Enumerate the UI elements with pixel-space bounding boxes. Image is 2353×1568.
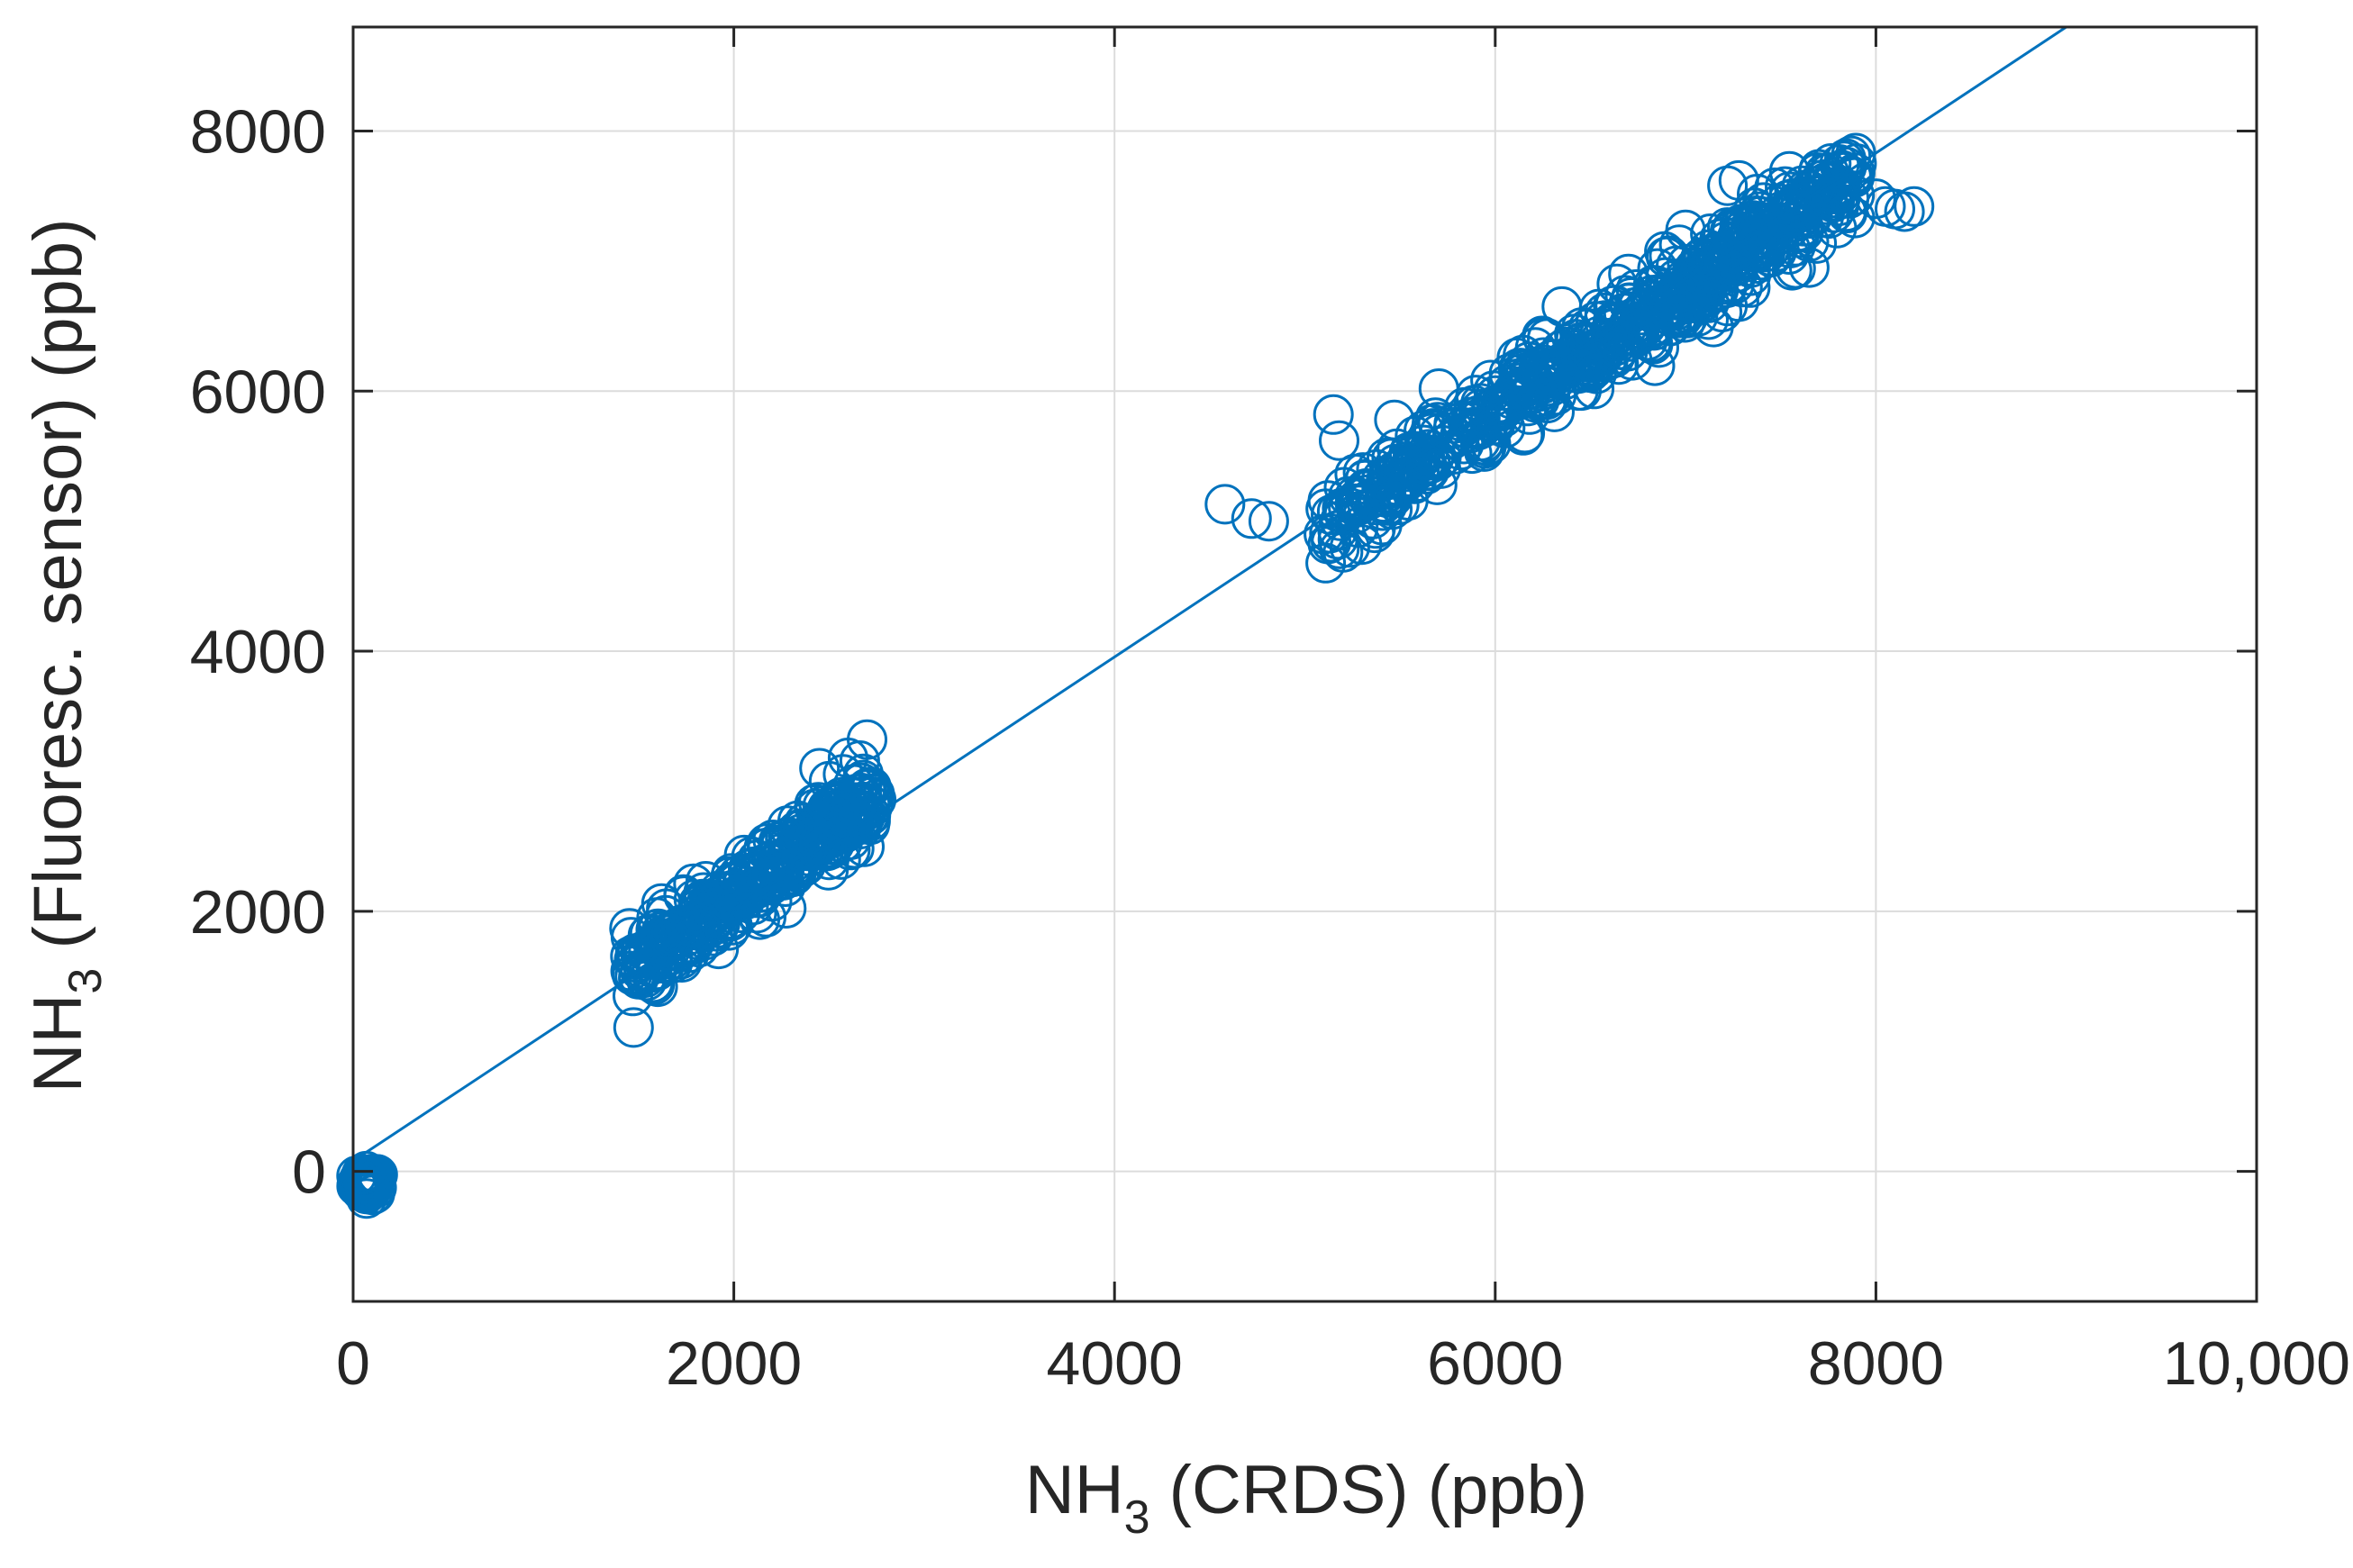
data-point [637,966,678,1008]
data-point [694,900,735,941]
data-point [1304,513,1345,555]
data-point [343,1157,385,1199]
data-point [1404,410,1445,451]
data-point [614,933,656,974]
y-axis-label: NH3 (Fluoresc. sensor) (ppb) [20,219,112,1093]
y-axis-label-rest: (Fluoresc. sensor) (ppb) [20,219,96,968]
x-tick-label: 8000 [1808,1329,1944,1398]
x-tick-label: 4000 [1047,1329,1183,1398]
data-point [1341,524,1383,566]
data-point [1319,420,1359,461]
data-point [640,883,682,924]
data-point [1785,169,1827,211]
data-point [1409,429,1449,470]
data-point [1541,286,1583,327]
data-point [1347,470,1388,512]
data-point [1820,165,1861,206]
data-point [1450,401,1492,441]
y-axis-label-sub: 3 [59,968,112,994]
data-point [1574,368,1615,410]
x-tick-label: 6000 [1427,1329,1563,1398]
data-point [1672,250,1713,292]
data-point [1811,177,1852,219]
data-point [1855,178,1896,220]
data-point [752,820,794,860]
x-axis-label-sub: 3 [1124,1491,1150,1544]
data-point [1204,484,1246,525]
data-point [1707,165,1749,206]
data-point [614,956,656,997]
y-tick-label: 0 [292,1138,326,1207]
x-tick-label: 0 [336,1329,370,1398]
data-point [1504,412,1546,454]
data-point [1637,248,1678,289]
data-point [1827,193,1867,233]
y-tick-label: 8000 [190,98,326,167]
data-point [811,824,852,866]
y-tick-label: 4000 [190,618,326,686]
data-point [1371,438,1413,479]
data-point [1316,491,1358,532]
data-point [818,812,859,854]
data-point [1645,275,1686,316]
data-point [850,794,892,836]
data-point [733,846,775,887]
data-point [1884,191,1925,232]
data-point [1769,228,1811,268]
data-point [808,849,849,891]
axis-ticks [351,27,2258,1301]
data-point [1688,299,1729,340]
x-axis-label-main: NH [1025,1452,1124,1528]
data-point [849,767,890,809]
data-point [1442,407,1484,448]
data-point [1480,382,1522,423]
data-point [348,1171,389,1212]
data-point [1834,152,1876,194]
y-tick-label: 6000 [190,358,326,426]
x-axis-label-rest: (CRDS) (ppb) [1150,1452,1588,1528]
data-point [711,853,752,894]
data-point [1667,267,1708,309]
data-points [336,132,1935,1219]
data-point [1415,397,1456,439]
data-point [767,805,808,847]
y-axis-label-main: NH [20,994,96,1093]
data-point [1231,498,1272,539]
data-point [1642,289,1684,331]
x-tick-label: 2000 [666,1329,802,1398]
data-point [1248,501,1289,542]
data-point [1458,394,1499,436]
data-point [808,760,849,802]
data-point [1476,399,1517,440]
data-point [722,876,763,918]
plot-frame [351,25,2258,1303]
data-point [799,748,840,789]
data-point [1313,394,1354,435]
data-point [1740,218,1781,259]
data-point [613,1007,654,1048]
data-point [1503,359,1543,401]
data-point [1608,253,1649,295]
data-point [1765,166,1805,207]
data-point [758,824,799,866]
data-point [1367,457,1409,498]
data-point [840,772,881,813]
fit-line [352,25,2067,1163]
data-point [1569,322,1611,363]
tick-labels: 0 2000 4000 6000 8000 10,000 0 2000 4000 6000 8000 [190,98,2350,1398]
data-point [1665,209,1706,250]
y-tick-label: 2000 [190,878,326,947]
x-axis-label: NH3 (CRDS) (ppb) [1025,1452,1587,1544]
data-point [1603,293,1644,334]
data-point [1733,203,1775,244]
data-point [1894,186,1935,227]
x-tick-label: 10,000 [2163,1329,2350,1398]
data-point [1737,243,1778,284]
data-point [720,893,761,933]
data-point [1576,353,1617,394]
data-point [1706,267,1748,309]
data-point [798,823,840,864]
